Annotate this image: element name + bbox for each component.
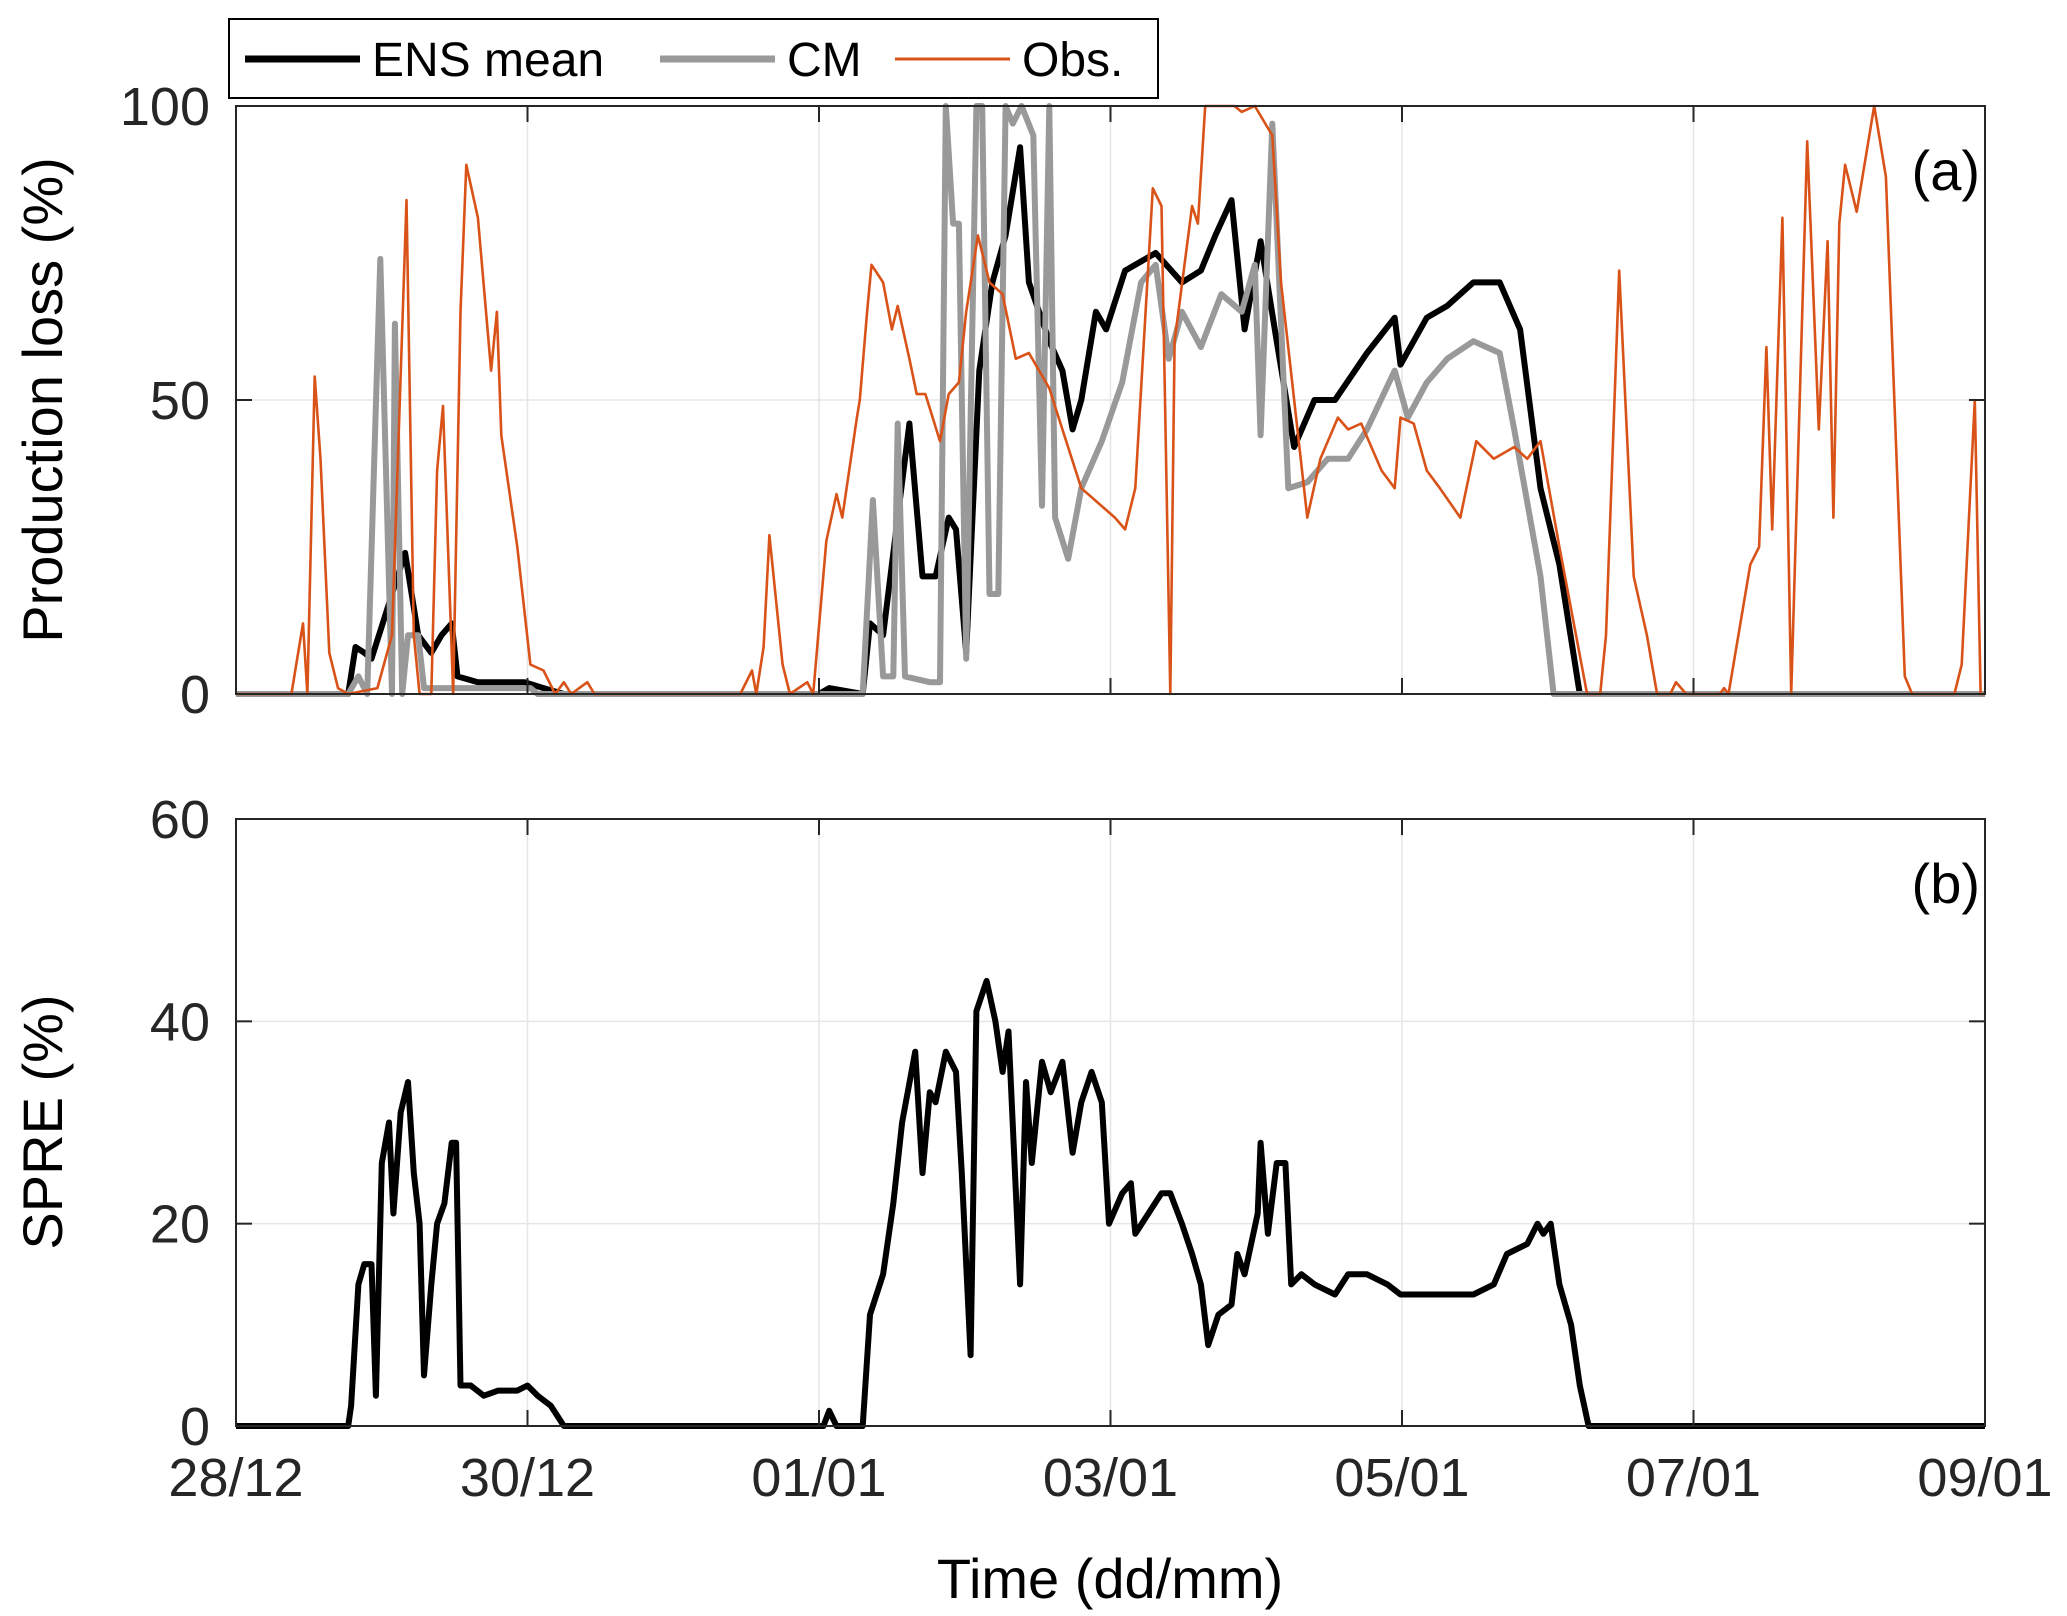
legend-label-ens-mean: ENS mean <box>372 34 604 87</box>
x-axis-label: Time (dd/mm) <box>937 1547 1283 1610</box>
legend: ENS mean CM Obs. <box>228 18 1159 99</box>
series-line-ens-mean <box>236 144 1985 697</box>
panel-label-b: (b) <box>1912 852 1980 915</box>
x-tick-label: 07/01 <box>1626 1448 1761 1508</box>
y-tick-label: 50 <box>150 371 210 431</box>
y-tick-label: 60 <box>150 790 210 850</box>
legend-label-cm: CM <box>787 34 862 87</box>
series-line-cm <box>236 103 1985 697</box>
x-tick-label: 03/01 <box>1043 1448 1178 1508</box>
y-tick-label: 40 <box>150 992 210 1052</box>
y-tick-label: 100 <box>120 77 210 137</box>
y-tick-label: 0 <box>180 1397 210 1457</box>
y-axis-label-b: SPRE (%) <box>11 994 74 1249</box>
y-tick-label: 0 <box>180 665 210 725</box>
panel-label-a: (a) <box>1912 139 1980 202</box>
x-tick-label: 30/12 <box>460 1448 595 1508</box>
series-line-spre <box>236 977 1985 1429</box>
x-tick-label: 28/12 <box>168 1448 303 1508</box>
y-axis-label-a: Production loss (%) <box>11 157 74 643</box>
legend-label-obs: Obs. <box>1022 34 1123 87</box>
x-tick-label: 09/01 <box>1917 1448 2052 1508</box>
x-tick-label: 05/01 <box>1334 1448 1469 1508</box>
panel-b-spre: 0 20 40 60 28/12 30/12 01/01 03/01 05/01 07/01 09/… <box>150 790 2053 1508</box>
x-tick-label: 01/01 <box>751 1448 886 1508</box>
panel-a-production-loss: 0 50 100 <box>120 77 1986 725</box>
y-tick-label: 20 <box>150 1195 210 1255</box>
